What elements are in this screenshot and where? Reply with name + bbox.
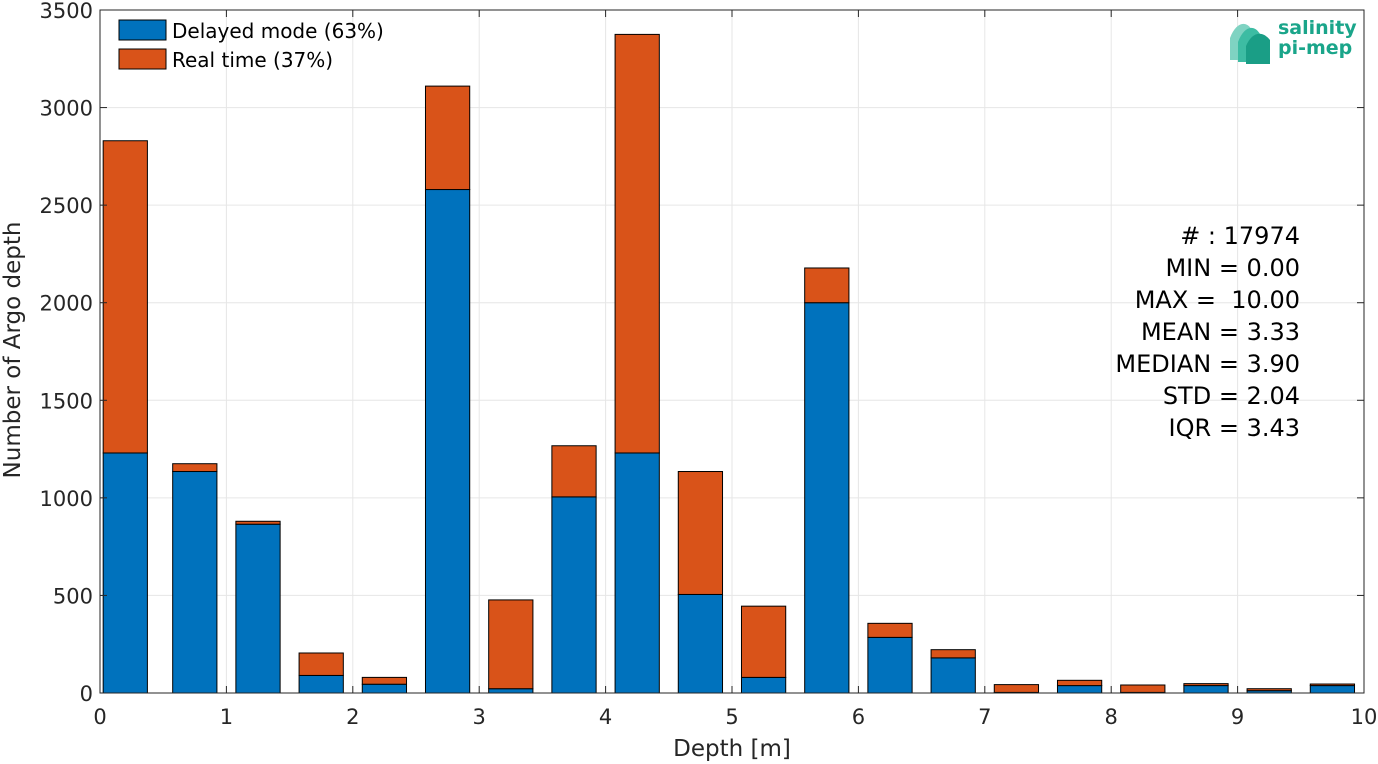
bar-delayed-mode: [424, 189, 471, 694]
bar-real-time: [424, 85, 471, 191]
bar-real-time: [1309, 683, 1356, 687]
salinity-pimep-logo: salinity pi-mep: [1230, 17, 1357, 64]
bar-delayed-mode: [172, 471, 218, 694]
bar-delayed-mode: [235, 523, 281, 694]
bar-real-time: [1056, 679, 1103, 687]
bar-real-time: [361, 676, 408, 685]
x-tick-label: 8: [1105, 705, 1118, 729]
bar-delayed-mode: [1309, 685, 1356, 694]
legend-swatch-delayed: [118, 19, 167, 41]
legend: Delayed mode (63%) Real time (37%): [118, 19, 384, 72]
bar-delayed-mode: [1183, 685, 1229, 694]
bar-real-time: [1183, 683, 1229, 687]
stat-mean: MEAN = 3.33: [1141, 318, 1300, 346]
bar-real-time: [677, 471, 724, 595]
bar-delayed-mode: [361, 683, 408, 694]
bar-real-time: [551, 445, 597, 498]
bar-real-time: [804, 267, 850, 304]
bar-delayed-mode: [930, 657, 976, 694]
y-tick-labels: 0 500 1000 1500 2000 2500 3000 3500: [40, 0, 1364, 706]
bar-real-time: [488, 599, 534, 690]
bar-real-time: [298, 652, 344, 676]
wave-logo-icon: [1230, 23, 1270, 64]
y-tick-label: 3000: [40, 97, 93, 121]
y-tick-label: 0: [80, 682, 93, 706]
bar-delayed-mode: [740, 676, 787, 694]
x-tick-label: 9: [1231, 705, 1244, 729]
stat-median: MEDIAN = 3.90: [1115, 350, 1300, 378]
bar-real-time: [740, 605, 787, 678]
y-tick-label: 2000: [40, 292, 93, 316]
y-tick-label: 3500: [40, 0, 93, 23]
stat-count: # : 17974: [1180, 222, 1300, 250]
y-tick-label: 1500: [40, 389, 93, 413]
bar-real-time: [930, 649, 976, 659]
bar-real-time: [1246, 688, 1292, 692]
stat-min: MIN = 0.00: [1165, 254, 1300, 282]
stats-annotation: # : 17974 MIN = 0.00 MAX = 10.00 MEAN = …: [1115, 222, 1300, 442]
bar-real-time: [172, 463, 218, 473]
bars: [102, 33, 1356, 694]
bar-delayed-mode: [677, 593, 724, 694]
x-tick-label: 7: [978, 705, 991, 729]
x-tick-label: 10: [1351, 705, 1378, 729]
bar-real-time: [614, 33, 660, 454]
bar-delayed-mode: [614, 452, 660, 694]
bar-delayed-mode: [298, 674, 344, 694]
bar-delayed-mode: [488, 688, 534, 694]
bar-delayed-mode: [102, 452, 148, 694]
y-tick-label: 2500: [40, 194, 93, 218]
stat-std: STD = 2.04: [1163, 382, 1300, 410]
bar-real-time: [867, 622, 913, 638]
x-tick-label: 4: [599, 705, 612, 729]
bar-real-time: [102, 140, 148, 454]
logo-line-1: salinity: [1278, 17, 1357, 39]
x-tick-label: 3: [473, 705, 486, 729]
x-tick-label: 0: [93, 705, 106, 729]
x-axis-label: Depth [m]: [673, 736, 791, 762]
bar-delayed-mode: [804, 302, 850, 694]
x-tick-label: 2: [346, 705, 359, 729]
legend-swatch-realtime: [118, 48, 167, 70]
legend-label-delayed: Delayed mode (63%): [172, 19, 384, 43]
x-tick-label: 1: [220, 705, 233, 729]
y-tick-label: 1000: [40, 487, 93, 511]
stat-iqr: IQR = 3.43: [1169, 414, 1300, 442]
bar-delayed-mode: [867, 636, 913, 694]
bar-real-time: [235, 520, 281, 525]
stat-max: MAX = 10.00: [1135, 286, 1300, 314]
x-tick-label: 6: [852, 705, 865, 729]
x-tick-label: 5: [725, 705, 738, 729]
y-axis-label: Number of Argo depth: [0, 222, 26, 479]
bar-delayed-mode: [551, 496, 597, 694]
x-tick-labels: 0 1 2 3 4 5 6 7 8 9 10: [93, 10, 1377, 729]
bar-delayed-mode: [1056, 685, 1103, 694]
logo-line-2: pi-mep: [1278, 37, 1352, 59]
legend-label-realtime: Real time (37%): [172, 48, 333, 72]
bar-real-time: [1120, 684, 1166, 693]
y-tick-label: 500: [53, 584, 93, 608]
bar-real-time: [993, 684, 1040, 693]
